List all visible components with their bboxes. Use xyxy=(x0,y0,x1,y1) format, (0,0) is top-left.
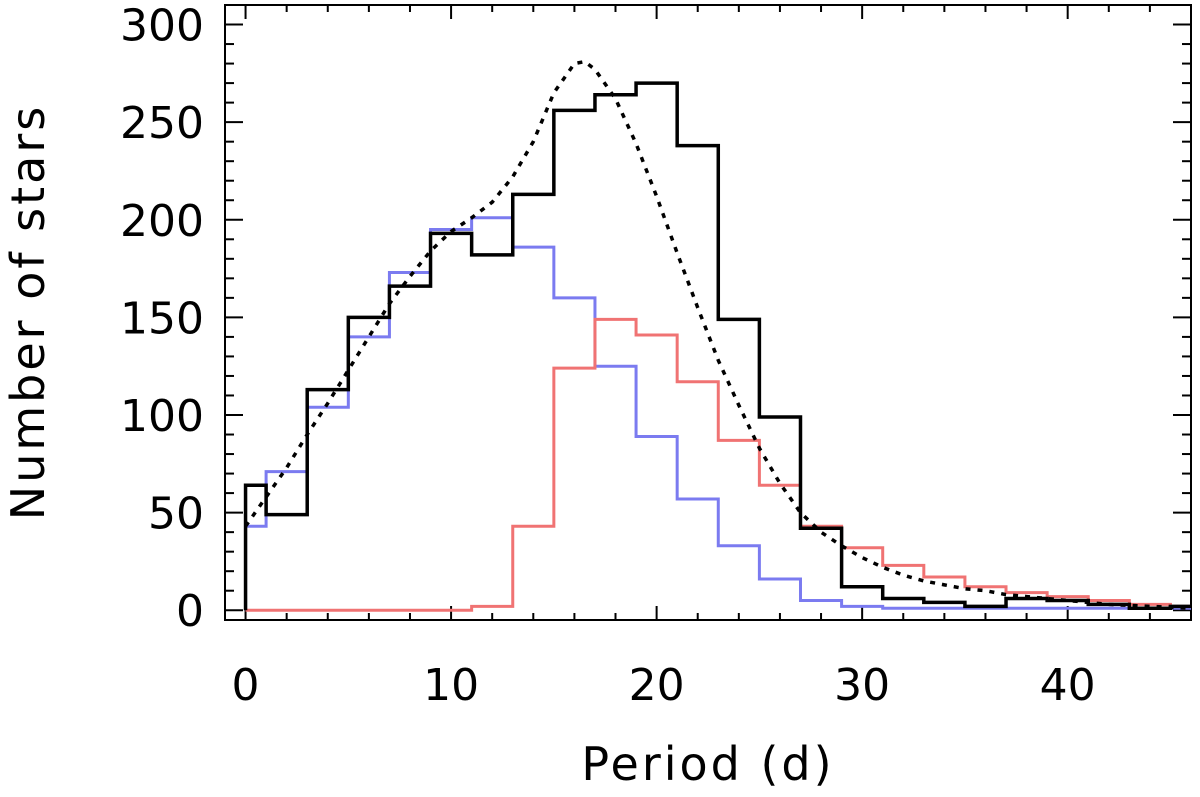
x-tick-label: 10 xyxy=(423,660,479,711)
tick-marks xyxy=(225,5,1191,620)
x-tick-label: 0 xyxy=(232,660,260,711)
y-axis-label: Number of stars xyxy=(1,104,55,520)
x-tick-label: 40 xyxy=(1040,660,1096,711)
y-tick-label: 150 xyxy=(120,293,204,344)
y-tick-label: 250 xyxy=(120,98,204,149)
x-tick-label: 30 xyxy=(834,660,890,711)
y-tick-label: 100 xyxy=(120,391,204,442)
y-tick-label: 50 xyxy=(148,489,204,540)
y-tick-label: 0 xyxy=(176,586,204,637)
series-layer xyxy=(243,59,1192,612)
histogram-series-2 xyxy=(243,81,1191,611)
x-axis-label: Period (d) xyxy=(581,737,834,791)
histogram-series-1 xyxy=(245,317,1191,612)
tick-labels: 0 10 20 30 40 0 50 100 150 200 250 300 xyxy=(120,1,1096,711)
y-tick-label: 200 xyxy=(120,196,204,247)
x-tick-label: 20 xyxy=(629,660,685,711)
plot-frame xyxy=(224,4,1192,621)
y-tick-label: 300 xyxy=(120,1,204,52)
